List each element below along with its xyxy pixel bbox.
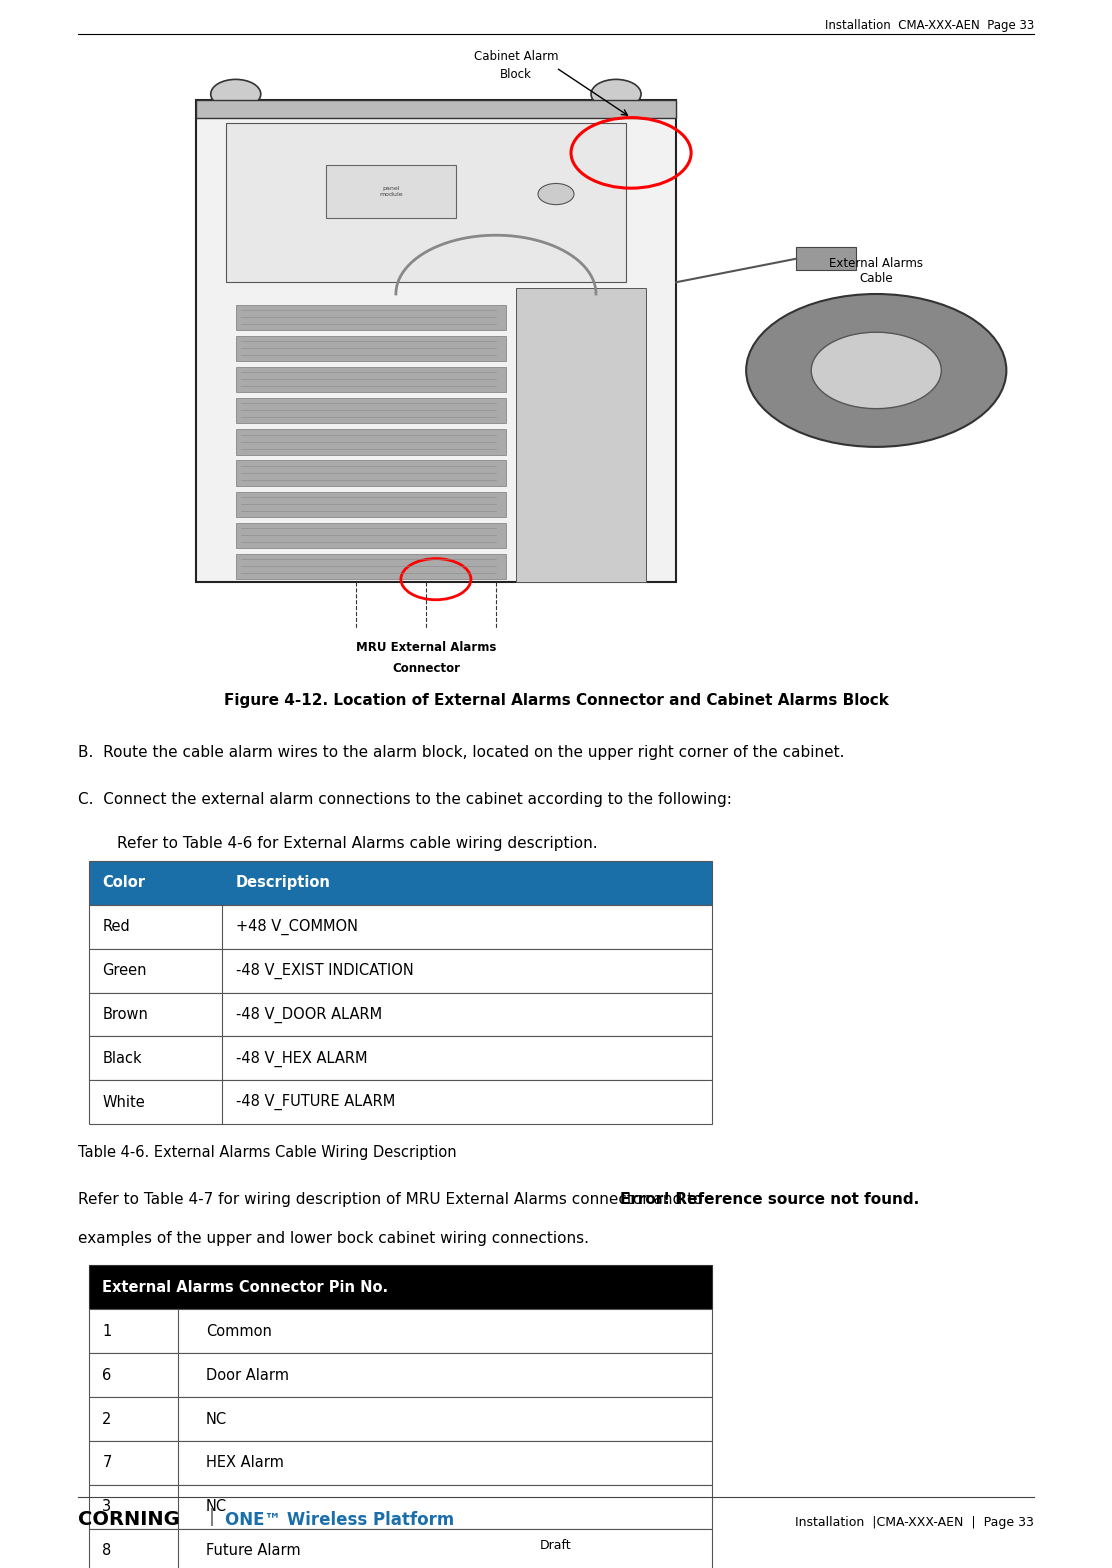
Bar	[89, 1441, 712, 1485]
Bar	[236, 304, 506, 329]
Text: Error! Reference source not found.: Error! Reference source not found.	[620, 1192, 920, 1207]
Text: 6: 6	[102, 1367, 111, 1383]
Text: Black: Black	[102, 1051, 142, 1066]
Bar	[236, 398, 506, 423]
Text: examples of the upper and lower bock cabinet wiring connections.: examples of the upper and lower bock cab…	[78, 1231, 589, 1247]
Bar	[89, 1036, 712, 1080]
Text: Cable: Cable	[860, 273, 893, 285]
Bar	[516, 289, 646, 582]
Circle shape	[812, 332, 942, 409]
Text: ONE™ Wireless Platform: ONE™ Wireless Platform	[225, 1512, 454, 1529]
Bar	[89, 1309, 712, 1353]
Bar	[236, 430, 506, 455]
Bar	[226, 124, 626, 282]
Circle shape	[211, 80, 260, 108]
Bar	[236, 492, 506, 517]
Text: -48 V_EXIST INDICATION: -48 V_EXIST INDICATION	[236, 963, 414, 978]
Text: B.  Route the cable alarm wires to the alarm block, located on the upper right c: B. Route the cable alarm wires to the al…	[78, 745, 844, 760]
Text: Brown: Brown	[102, 1007, 148, 1022]
Bar	[89, 1529, 712, 1568]
Text: 3: 3	[102, 1499, 111, 1515]
Bar	[89, 949, 712, 993]
Text: Block: Block	[500, 67, 532, 80]
Text: 7: 7	[102, 1455, 111, 1471]
Text: Connector: Connector	[391, 662, 460, 674]
Circle shape	[592, 80, 642, 108]
Text: Door Alarm: Door Alarm	[206, 1367, 289, 1383]
Bar	[89, 1080, 712, 1124]
Bar	[89, 861, 712, 905]
Bar	[236, 336, 506, 361]
Text: MRU External Alarms: MRU External Alarms	[356, 641, 496, 654]
Text: Future Alarm: Future Alarm	[206, 1543, 300, 1559]
Bar	[196, 100, 676, 582]
Text: Color: Color	[102, 875, 146, 891]
Text: Installation  |CMA-XXX-AEN  |  Page 33: Installation |CMA-XXX-AEN | Page 33	[795, 1516, 1034, 1529]
Text: White: White	[102, 1094, 145, 1110]
Text: Cabinet Alarm: Cabinet Alarm	[474, 50, 558, 63]
Text: +48 V_COMMON: +48 V_COMMON	[236, 919, 358, 935]
Bar	[326, 165, 456, 218]
Text: -48 V_HEX ALARM: -48 V_HEX ALARM	[236, 1051, 367, 1066]
Text: -48 V_FUTURE ALARM: -48 V_FUTURE ALARM	[236, 1094, 395, 1110]
Text: |: |	[209, 1508, 215, 1526]
Bar	[89, 1265, 712, 1309]
Text: Red: Red	[102, 919, 130, 935]
Text: C.  Connect the external alarm connections to the cabinet according to the follo: C. Connect the external alarm connection…	[78, 792, 732, 808]
Text: External Alarms: External Alarms	[830, 257, 923, 271]
Text: Installation  CMA-XXX-AEN  Page 33: Installation CMA-XXX-AEN Page 33	[825, 19, 1034, 31]
Text: CORNING: CORNING	[78, 1510, 180, 1529]
Text: Draft: Draft	[540, 1540, 572, 1552]
Circle shape	[746, 295, 1006, 447]
Bar	[196, 100, 676, 118]
Text: Figure 4-12. Location of External Alarms Connector and Cabinet Alarms Block: Figure 4-12. Location of External Alarms…	[224, 693, 888, 709]
Text: Refer to Table 4-6 for External Alarms cable wiring description.: Refer to Table 4-6 for External Alarms c…	[117, 836, 597, 851]
Text: External Alarms Connector Pin No.: External Alarms Connector Pin No.	[102, 1279, 388, 1295]
Bar	[89, 1353, 712, 1397]
Bar	[796, 248, 856, 271]
Text: Common: Common	[206, 1323, 271, 1339]
Text: NC: NC	[206, 1411, 227, 1427]
Text: panel
module: panel module	[379, 185, 403, 196]
Text: Table 4-6. External Alarms Cable Wiring Description: Table 4-6. External Alarms Cable Wiring …	[78, 1145, 456, 1160]
Text: 8: 8	[102, 1543, 111, 1559]
Bar	[236, 554, 506, 579]
Bar	[236, 367, 506, 392]
Text: -48 V_DOOR ALARM: -48 V_DOOR ALARM	[236, 1007, 381, 1022]
Bar	[89, 993, 712, 1036]
Text: HEX Alarm: HEX Alarm	[206, 1455, 284, 1471]
Bar	[236, 461, 506, 486]
Bar	[89, 1485, 712, 1529]
Text: 2: 2	[102, 1411, 111, 1427]
Text: Green: Green	[102, 963, 147, 978]
Text: 1: 1	[102, 1323, 111, 1339]
Text: NC: NC	[206, 1499, 227, 1515]
Bar	[89, 905, 712, 949]
Bar	[236, 522, 506, 549]
Bar	[89, 1397, 712, 1441]
Circle shape	[538, 183, 574, 205]
Text: Description: Description	[236, 875, 330, 891]
Text: Refer to Table 4-7 for wiring description of MRU External Alarms connector and t: Refer to Table 4-7 for wiring descriptio…	[78, 1192, 707, 1207]
